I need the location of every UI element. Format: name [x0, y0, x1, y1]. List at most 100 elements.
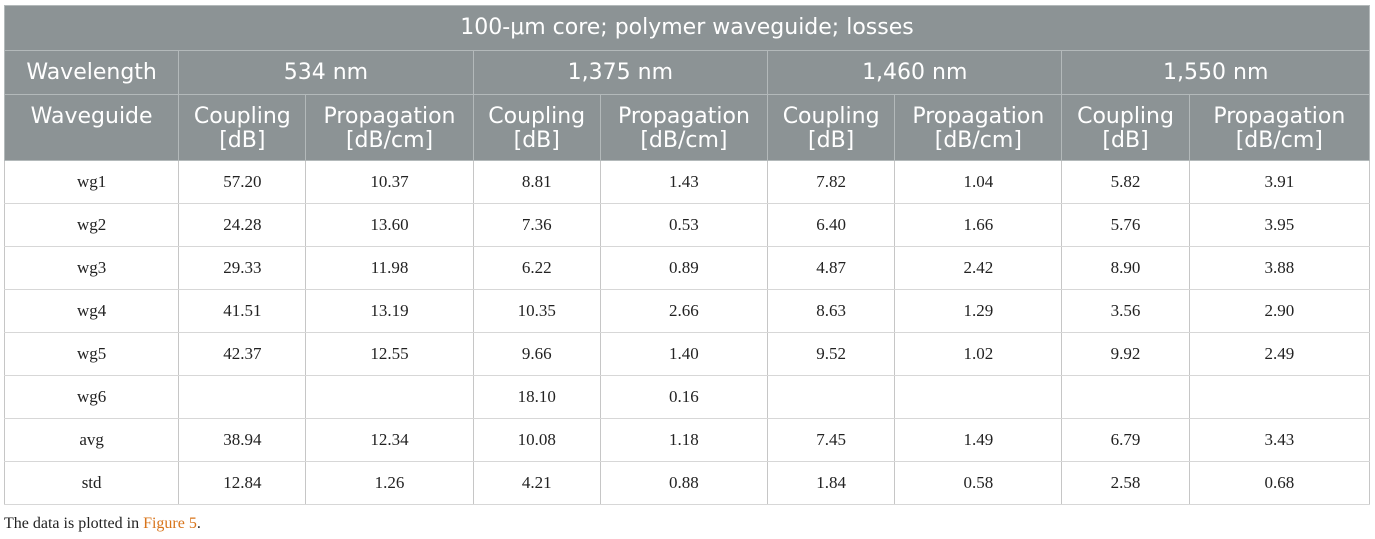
losses-table: 100-μm core; polymer waveguide; losses W…	[3, 5, 1371, 505]
table-cell: 9.66	[472, 332, 601, 376]
table-cell: 7.82	[767, 160, 896, 204]
propagation-header-text: Propagation	[912, 104, 1045, 129]
table-cell: 13.19	[305, 289, 474, 333]
table-cell: 1.18	[599, 418, 769, 462]
table-row: wg4 41.51 13.19 10.35 2.66 8.63 1.29 3.5…	[3, 289, 1371, 333]
table-cell: 3.95	[1188, 203, 1371, 247]
data-table-container: 100-μm core; polymer waveguide; losses W…	[3, 5, 1371, 505]
table-body: wg1 57.20 10.37 8.81 1.43 7.82 1.04 5.82…	[3, 160, 1371, 505]
table-cell	[767, 375, 896, 419]
table-cell: 2.49	[1188, 332, 1371, 376]
propagation-header-unit: [dB/cm]	[345, 128, 434, 153]
table-cell: 57.20	[178, 160, 307, 204]
table-cell: 3.43	[1188, 418, 1371, 462]
row-label: wg1	[3, 160, 180, 204]
table-cell: 6.40	[767, 203, 896, 247]
table-cell: 1.49	[894, 418, 1063, 462]
table-row: std 12.84 1.26 4.21 0.88 1.84 0.58 2.58 …	[3, 461, 1371, 505]
table-cell: 6.22	[472, 246, 601, 290]
table-cell	[894, 375, 1063, 419]
table-cell	[1188, 375, 1371, 419]
table-cell: 3.88	[1188, 246, 1371, 290]
table-cell: 1.02	[894, 332, 1063, 376]
coupling-header-unit: [dB]	[1102, 128, 1149, 153]
propagation-header-text: Propagation	[323, 104, 456, 129]
table-cell: 9.52	[767, 332, 896, 376]
table-cell: 12.84	[178, 461, 307, 505]
table-cell: 2.66	[599, 289, 769, 333]
wavelength-1375: 1,375 nm	[472, 50, 769, 95]
row-label: wg6	[3, 375, 180, 419]
table-cell: 2.58	[1061, 461, 1190, 505]
table-cell: 2.90	[1188, 289, 1371, 333]
table-cell: 13.60	[305, 203, 474, 247]
table-cell: 3.56	[1061, 289, 1190, 333]
coupling-header-text: Coupling	[782, 104, 880, 129]
table-cell: 11.98	[305, 246, 474, 290]
table-cell: 41.51	[178, 289, 307, 333]
table-cell: 4.87	[767, 246, 896, 290]
table-cell: 1.40	[599, 332, 769, 376]
table-cell: 8.81	[472, 160, 601, 204]
propagation-header: Propagation [dB/cm]	[894, 94, 1063, 161]
coupling-header-text: Coupling	[488, 104, 586, 129]
row-label: avg	[3, 418, 180, 462]
propagation-header-unit: [dB/cm]	[640, 128, 728, 153]
footnote-prefix: The data is plotted in	[4, 515, 144, 532]
table-row: wg1 57.20 10.37 8.81 1.43 7.82 1.04 5.82…	[3, 160, 1371, 204]
table-cell: 6.79	[1061, 418, 1190, 462]
table-cell: 1.84	[767, 461, 896, 505]
table-cell: 1.04	[894, 160, 1063, 204]
row-label: wg4	[3, 289, 180, 333]
coupling-header-unit: [dB]	[219, 128, 266, 153]
table-cell: 38.94	[178, 418, 307, 462]
propagation-header-unit: [dB/cm]	[934, 128, 1022, 153]
table-cell: 8.90	[1061, 246, 1190, 290]
table-cell	[178, 375, 307, 419]
table-title: 100-μm core; polymer waveguide; losses	[4, 5, 1370, 51]
table-cell: 1.26	[305, 461, 474, 505]
coupling-header-text: Coupling	[1077, 104, 1174, 129]
wavelength-1460: 1,460 nm	[767, 50, 1063, 95]
coupling-header: Coupling [dB]	[767, 94, 896, 161]
coupling-header: Coupling [dB]	[472, 94, 601, 161]
propagation-header: Propagation [dB/cm]	[305, 94, 474, 161]
table-cell: 42.37	[178, 332, 307, 376]
table-cell: 0.89	[599, 246, 769, 290]
table-cell: 10.35	[472, 289, 601, 333]
row-label: wg2	[3, 203, 180, 247]
table-cell: 0.58	[894, 461, 1063, 505]
wavelength-header-row: Wavelength 534 nm 1,375 nm 1,460 nm 1,55…	[3, 50, 1370, 95]
table-cell: 10.37	[305, 160, 474, 204]
table-cell: 5.76	[1061, 203, 1190, 247]
table-cell: 10.08	[472, 418, 601, 462]
table-cell: 8.63	[767, 289, 896, 333]
wavelength-label: Wavelength	[3, 50, 180, 95]
propagation-header: Propagation [dB/cm]	[1188, 94, 1371, 161]
table-cell: 0.88	[599, 461, 769, 505]
wavelength-534: 534 nm	[178, 50, 474, 95]
propagation-header-unit: [dB/cm]	[1235, 128, 1323, 153]
coupling-header-text: Coupling	[193, 104, 291, 129]
propagation-header-text: Propagation	[1213, 104, 1346, 129]
table-cell: 0.53	[599, 203, 769, 247]
figure-link[interactable]: Figure 5	[143, 515, 197, 532]
coupling-header-unit: [dB]	[513, 128, 560, 153]
table-cell: 7.36	[472, 203, 601, 247]
wavelength-1550: 1,550 nm	[1061, 50, 1370, 95]
table-row: wg3 29.33 11.98 6.22 0.89 4.87 2.42 8.90…	[3, 246, 1371, 290]
table-footnote: The data is plotted in Figure 5.	[4, 515, 201, 533]
table-cell: 24.28	[178, 203, 307, 247]
coupling-header: Coupling [dB]	[1061, 94, 1190, 161]
table-cell: 0.16	[599, 375, 769, 419]
table-row: wg2 24.28 13.60 7.36 0.53 6.40 1.66 5.76…	[3, 203, 1371, 247]
waveguide-label: Waveguide	[3, 94, 180, 161]
table-cell: 18.10	[472, 375, 601, 419]
table-cell: 3.91	[1188, 160, 1371, 204]
propagation-header-text: Propagation	[617, 104, 750, 129]
table-row: wg6 18.10 0.16	[3, 375, 1371, 419]
coupling-header: Coupling [dB]	[178, 94, 307, 161]
table-cell: 12.34	[305, 418, 474, 462]
table-cell: 29.33	[178, 246, 307, 290]
table-row: wg5 42.37 12.55 9.66 1.40 9.52 1.02 9.92…	[3, 332, 1371, 376]
